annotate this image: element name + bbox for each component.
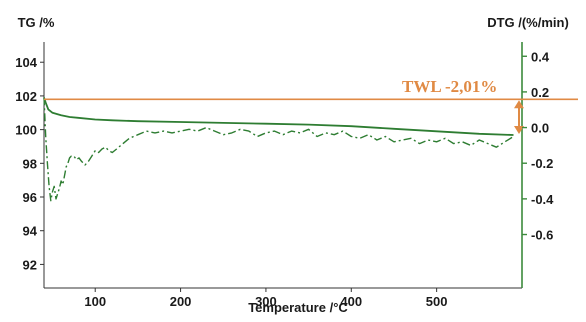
y-right-tick-label: -0.2 xyxy=(531,156,553,171)
y-right-axis-title: DTG /(%/min) xyxy=(487,15,569,30)
twl-arrow-head-down xyxy=(514,126,524,135)
dtg-curve xyxy=(43,97,514,202)
twl-arrow-head-up xyxy=(514,100,524,109)
x-axis-title: Temperature /°C xyxy=(248,300,348,315)
twl-annotation: TWL -2,01% xyxy=(402,77,497,96)
y-left-tick-label: 102 xyxy=(15,89,37,104)
y-left-tick-label: 96 xyxy=(23,190,37,205)
y-right-tick-label: 0.2 xyxy=(531,85,549,100)
reference-layer xyxy=(44,98,578,135)
y-left-tick-label: 100 xyxy=(15,123,37,138)
y-left-axis-title: TG /% xyxy=(18,15,55,30)
plot-frame xyxy=(43,42,523,289)
y-right-tick-label: -0.6 xyxy=(531,228,553,243)
x-tick-label: 200 xyxy=(170,294,192,309)
x-tick-label: 300 xyxy=(255,294,277,309)
tg-curve xyxy=(43,97,514,136)
x-tick-label: 400 xyxy=(340,294,362,309)
y-left-tick-label: 98 xyxy=(23,156,37,171)
x-tick-label: 100 xyxy=(84,294,106,309)
x-tick-label: 500 xyxy=(426,294,448,309)
y-right-tick-label: -0.4 xyxy=(531,192,554,207)
series-layer xyxy=(43,97,514,202)
y-left-tick-label: 92 xyxy=(23,257,37,272)
ticks-layer: 100 200 300 400 500 104 102 100 98 96 94 92 0.4 0.2 0.… xyxy=(15,49,554,309)
y-right-tick-label: 0.4 xyxy=(531,49,550,64)
y-left-tick-label: 94 xyxy=(23,224,38,239)
y-left-tick-label: 104 xyxy=(15,55,37,70)
y-right-tick-label: 0.0 xyxy=(531,121,549,136)
